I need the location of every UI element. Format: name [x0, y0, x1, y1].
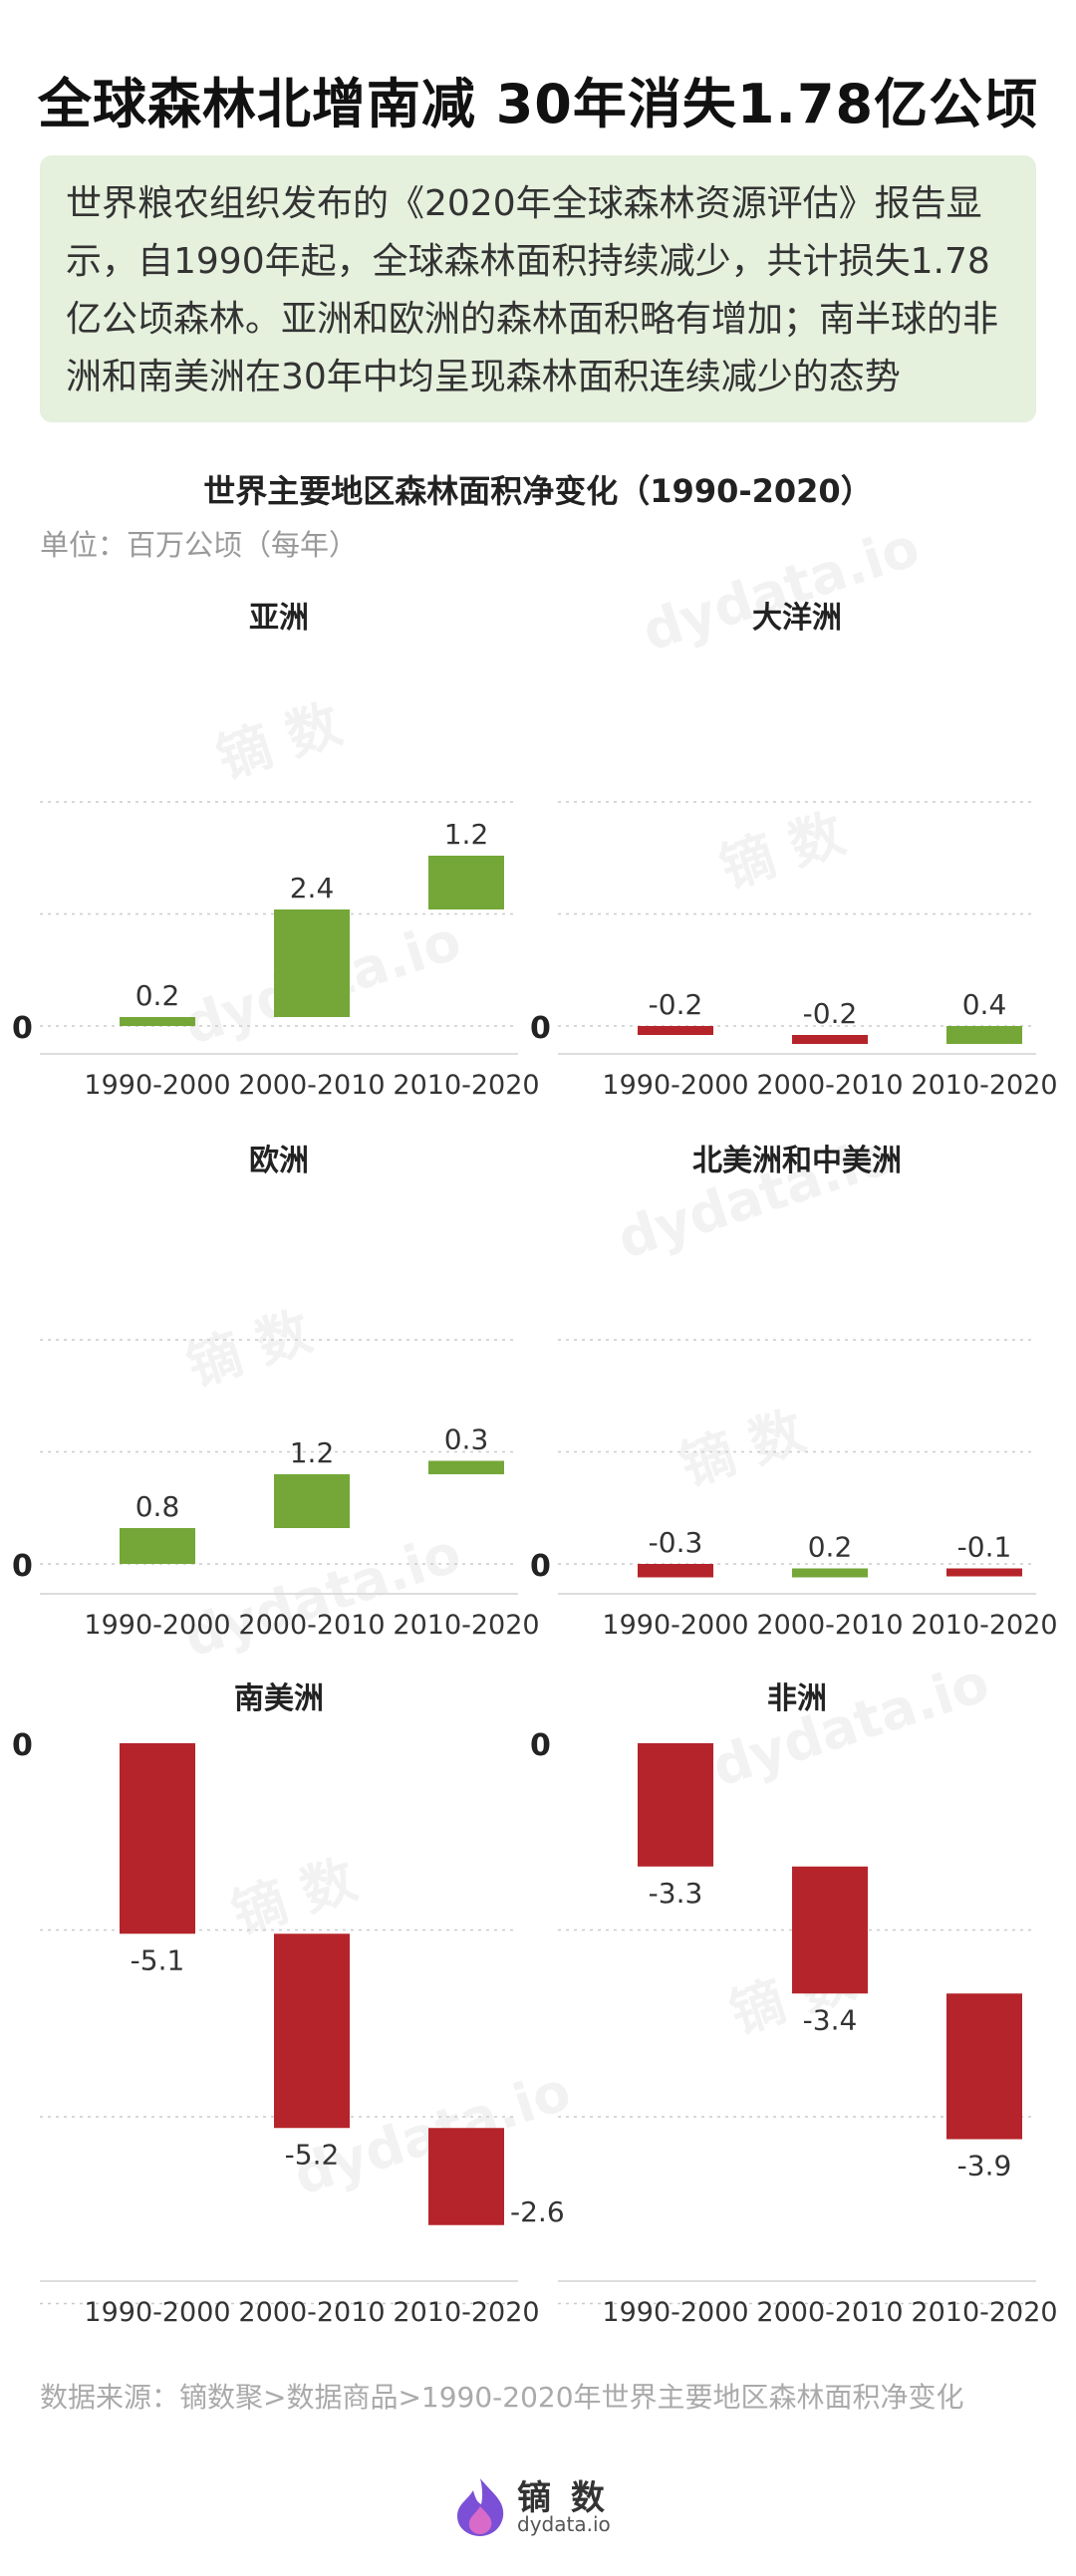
- data-label: 2.4: [290, 872, 335, 904]
- bar: [428, 1460, 504, 1474]
- page-title: 全球森林北增南减 30年消失1.78亿公顷: [37, 73, 1039, 135]
- tick-label: 2010-2020: [911, 2297, 1057, 2328]
- bar: [638, 1026, 713, 1035]
- zero-label: 0: [12, 1549, 33, 1584]
- bar: [792, 1035, 868, 1044]
- data-label: 0.3: [444, 1423, 489, 1456]
- logo-subtext: dydata.io: [517, 2512, 611, 2536]
- data-label: 0.2: [808, 1531, 853, 1564]
- bar: [428, 856, 504, 909]
- panel-title: 欧洲: [249, 1144, 309, 1178]
- tick-label: 2000-2010: [238, 2297, 385, 2328]
- tick-label: 1990-2000: [84, 1610, 230, 1641]
- tick-label: 2000-2010: [238, 1070, 385, 1101]
- tick-label: 2000-2010: [756, 1610, 903, 1641]
- bar: [792, 1866, 868, 1994]
- data-label: 1.2: [290, 1436, 335, 1469]
- tick-label: 2000-2010: [756, 1070, 903, 1101]
- chart-title: 世界主要地区森林面积净变化（1990-2020）: [203, 472, 873, 510]
- bar: [274, 909, 350, 1017]
- bar: [274, 1933, 350, 2129]
- panel-title: 亚洲: [249, 601, 309, 636]
- data-label: -2.6: [510, 2195, 565, 2228]
- bar: [946, 1026, 1022, 1044]
- tick-label: 2000-2010: [756, 2297, 903, 2328]
- data-label: -5.1: [131, 1943, 185, 1976]
- footer-logo: 镝 数 dydata.io: [453, 2470, 653, 2540]
- bar: [428, 2128, 504, 2225]
- panel-title: 北美洲和中美洲: [692, 1144, 902, 1178]
- tick-label: 2010-2020: [393, 2297, 539, 2328]
- zero-label: 0: [12, 1011, 33, 1046]
- tick-label: 1990-2000: [84, 1070, 230, 1101]
- intro-text: 世界粮农组织发布的《2020年全球森林资源评估》报告显示，自1990年起，全球森…: [40, 155, 1036, 422]
- data-label: -3.9: [957, 2150, 1012, 2183]
- unit-label: 单位：百万公顷（每年）: [40, 528, 359, 562]
- panel-title: 大洋洲: [752, 601, 842, 636]
- tick-label: 1990-2000: [602, 1070, 748, 1101]
- tick-label: 1990-2000: [602, 1610, 748, 1641]
- zero-label: 0: [530, 1549, 551, 1584]
- data-label: 0.4: [962, 988, 1007, 1021]
- data-label: 0.2: [135, 979, 180, 1012]
- panel-title: 非洲: [767, 1681, 827, 1716]
- bar: [120, 1017, 195, 1026]
- tick-label: 2010-2020: [393, 1610, 539, 1641]
- zero-label: 0: [530, 1011, 551, 1046]
- data-label: -3.3: [649, 1877, 703, 1910]
- tick-label: 1990-2000: [602, 2297, 748, 2328]
- tick-label: 2010-2020: [393, 1070, 539, 1101]
- bar: [274, 1474, 350, 1528]
- flame-logo-icon: [457, 2478, 504, 2536]
- bar: [120, 1528, 195, 1564]
- bar: [946, 1568, 1022, 1577]
- data-label: -3.4: [803, 2003, 858, 2036]
- zero-label: 0: [12, 1728, 33, 1763]
- bar: [638, 1564, 713, 1578]
- bar: [638, 1743, 713, 1867]
- tick-label: 2010-2020: [911, 1070, 1057, 1101]
- zero-label: 0: [530, 1728, 551, 1763]
- source-note: 数据来源：镝数聚>数据商品>1990-2020年世界主要地区森林面积净变化: [40, 2381, 964, 2414]
- data-label: -0.2: [649, 988, 703, 1021]
- logo-text: 镝 数: [517, 2478, 609, 2518]
- data-label: 0.8: [135, 1490, 180, 1523]
- tick-label: 1990-2000: [84, 2297, 230, 2328]
- data-label: -0.3: [649, 1526, 703, 1559]
- data-label: -0.2: [803, 997, 858, 1030]
- tick-label: 2010-2020: [911, 1610, 1057, 1641]
- data-label: 1.2: [444, 818, 489, 851]
- bar: [792, 1568, 868, 1578]
- data-label: -0.1: [957, 1531, 1012, 1564]
- tick-label: 2000-2010: [238, 1610, 385, 1641]
- bar: [946, 1993, 1022, 2140]
- bar: [120, 1743, 195, 1934]
- data-label: -5.2: [285, 2138, 340, 2171]
- panel-title: 南美洲: [234, 1681, 324, 1716]
